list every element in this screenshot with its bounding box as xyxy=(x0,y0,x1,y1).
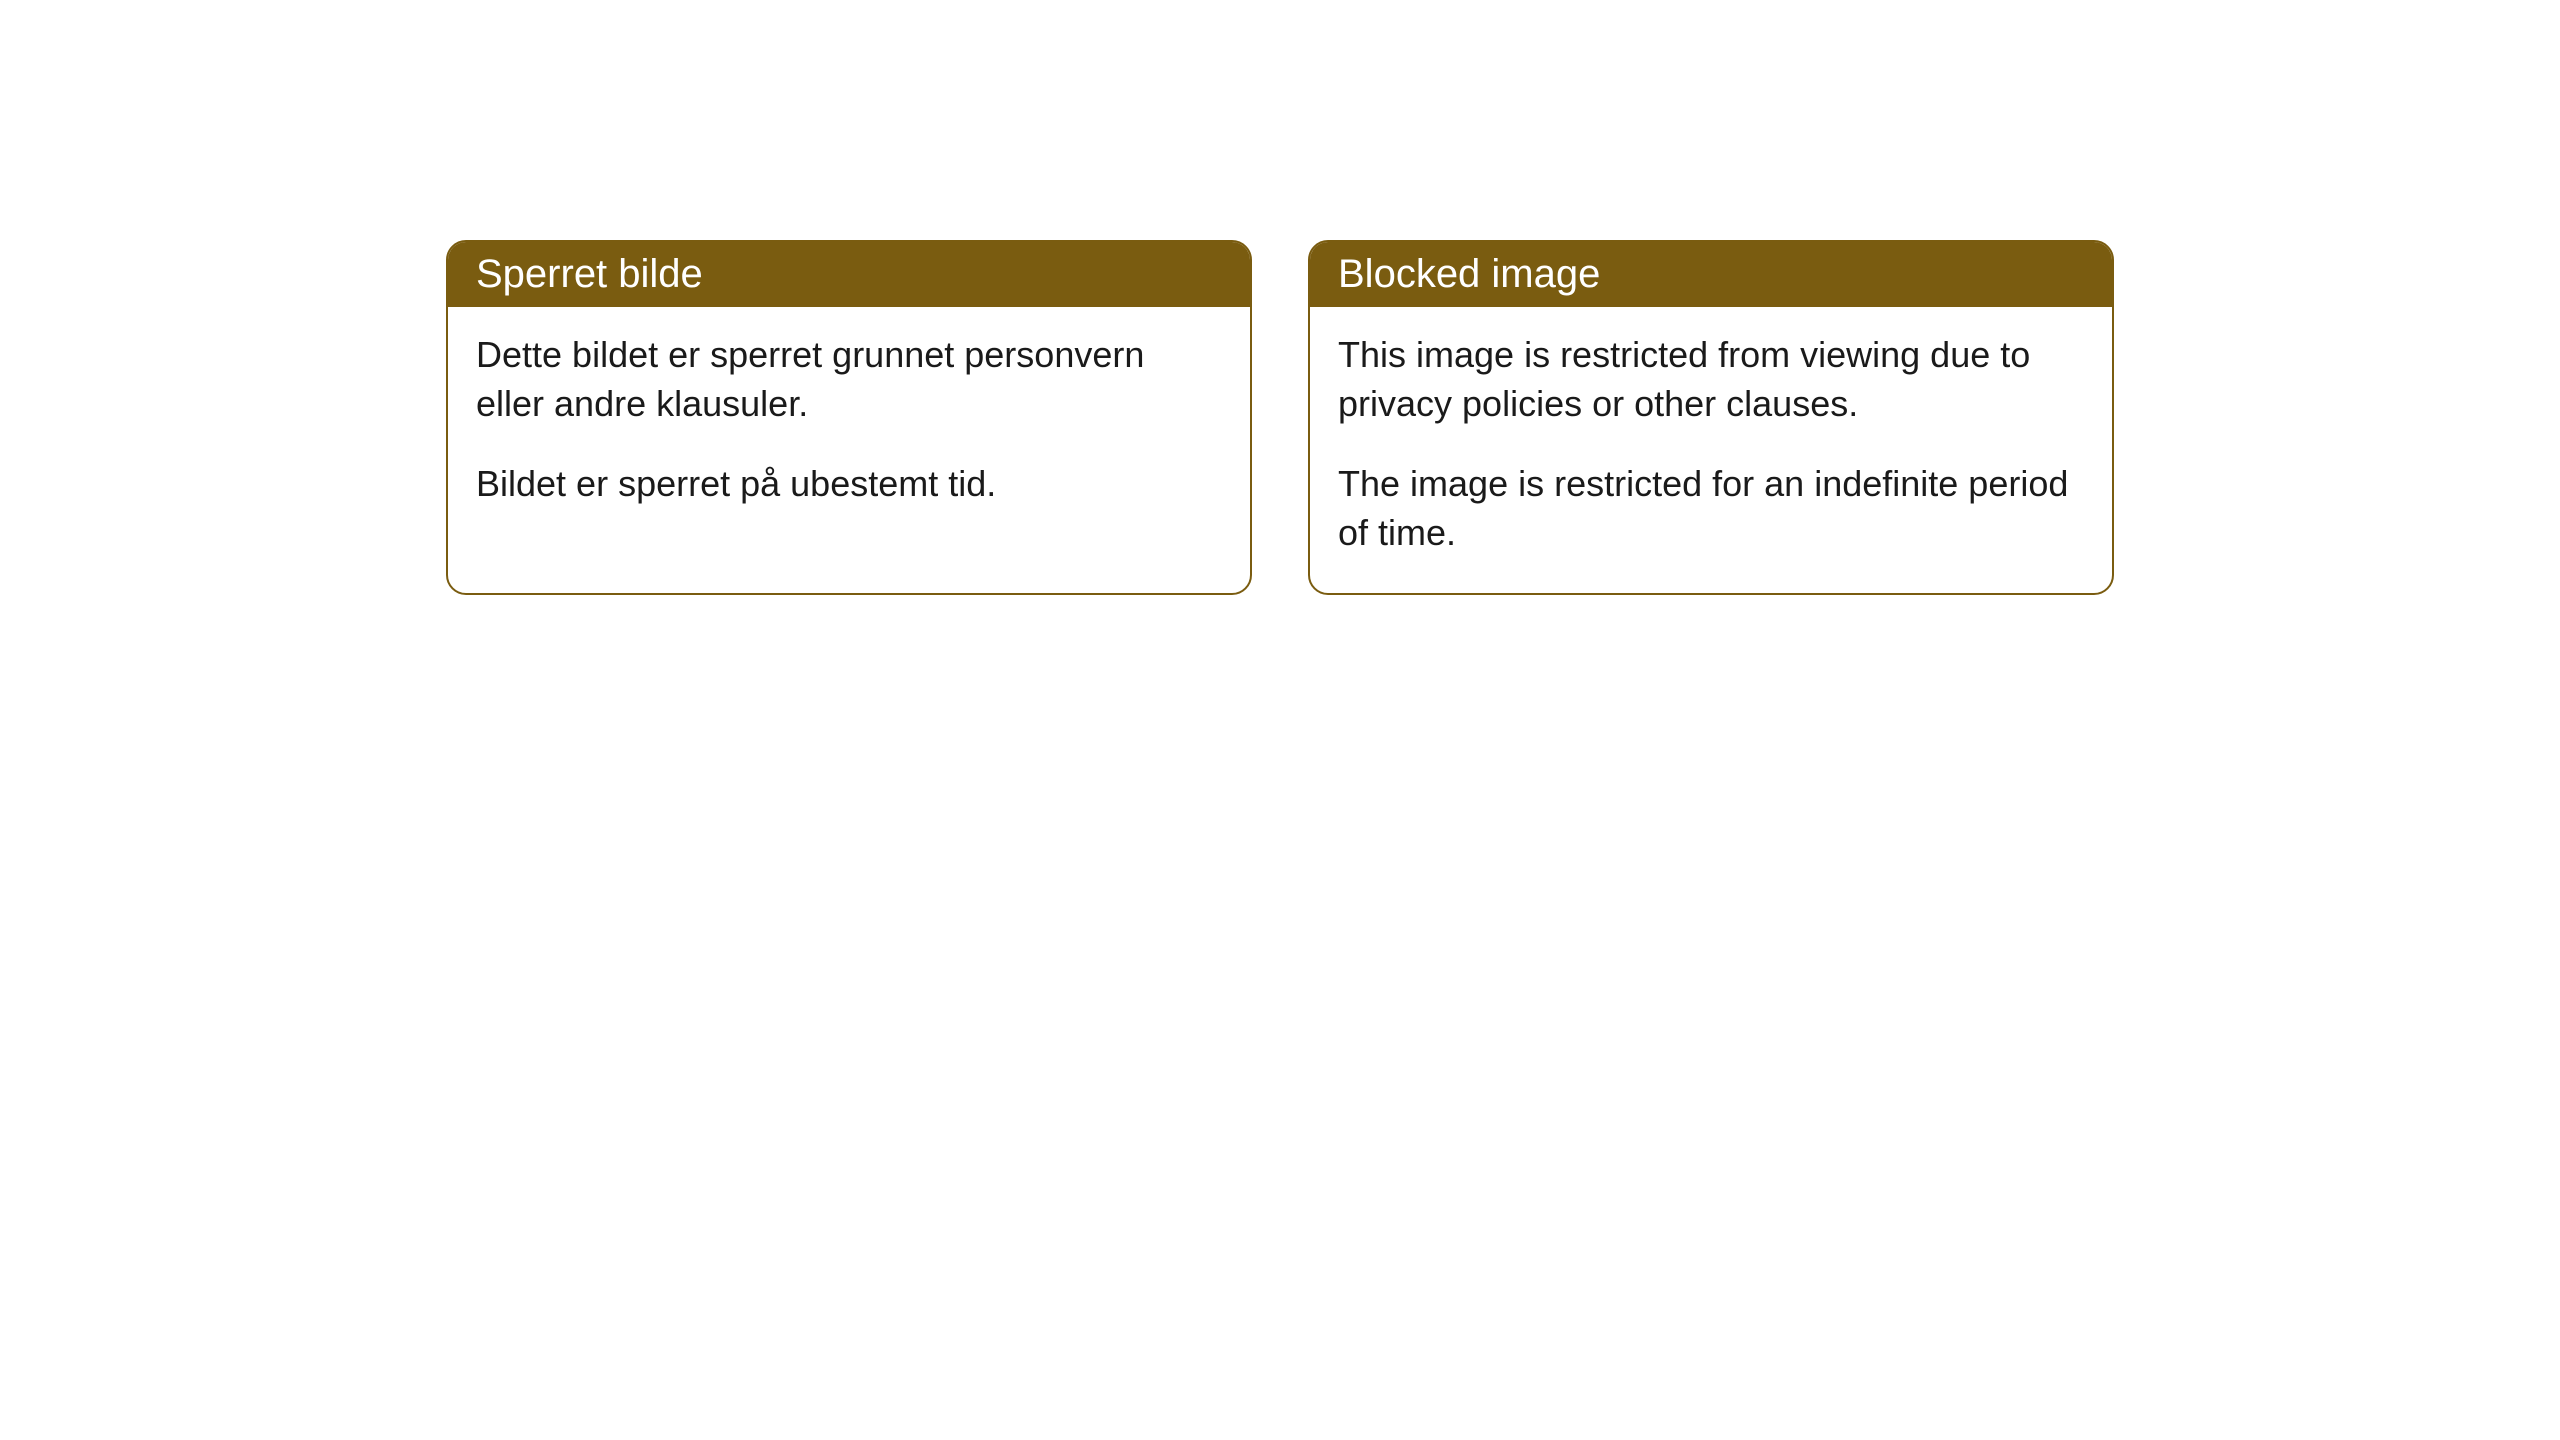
notice-card-body: This image is restricted from viewing du… xyxy=(1310,307,2112,593)
notice-container: Sperret bilde Dette bildet er sperret gr… xyxy=(0,240,2560,595)
notice-card-header: Sperret bilde xyxy=(448,242,1250,307)
notice-card-title: Blocked image xyxy=(1338,252,1600,296)
notice-paragraph: The image is restricted for an indefinit… xyxy=(1338,460,2084,557)
notice-paragraph: Bildet er sperret på ubestemt tid. xyxy=(476,460,1222,509)
notice-card-norwegian: Sperret bilde Dette bildet er sperret gr… xyxy=(446,240,1252,595)
notice-card-header: Blocked image xyxy=(1310,242,2112,307)
notice-card-title: Sperret bilde xyxy=(476,252,703,296)
notice-card-english: Blocked image This image is restricted f… xyxy=(1308,240,2114,595)
notice-paragraph: Dette bildet er sperret grunnet personve… xyxy=(476,331,1222,428)
notice-card-body: Dette bildet er sperret grunnet personve… xyxy=(448,307,1250,545)
notice-paragraph: This image is restricted from viewing du… xyxy=(1338,331,2084,428)
